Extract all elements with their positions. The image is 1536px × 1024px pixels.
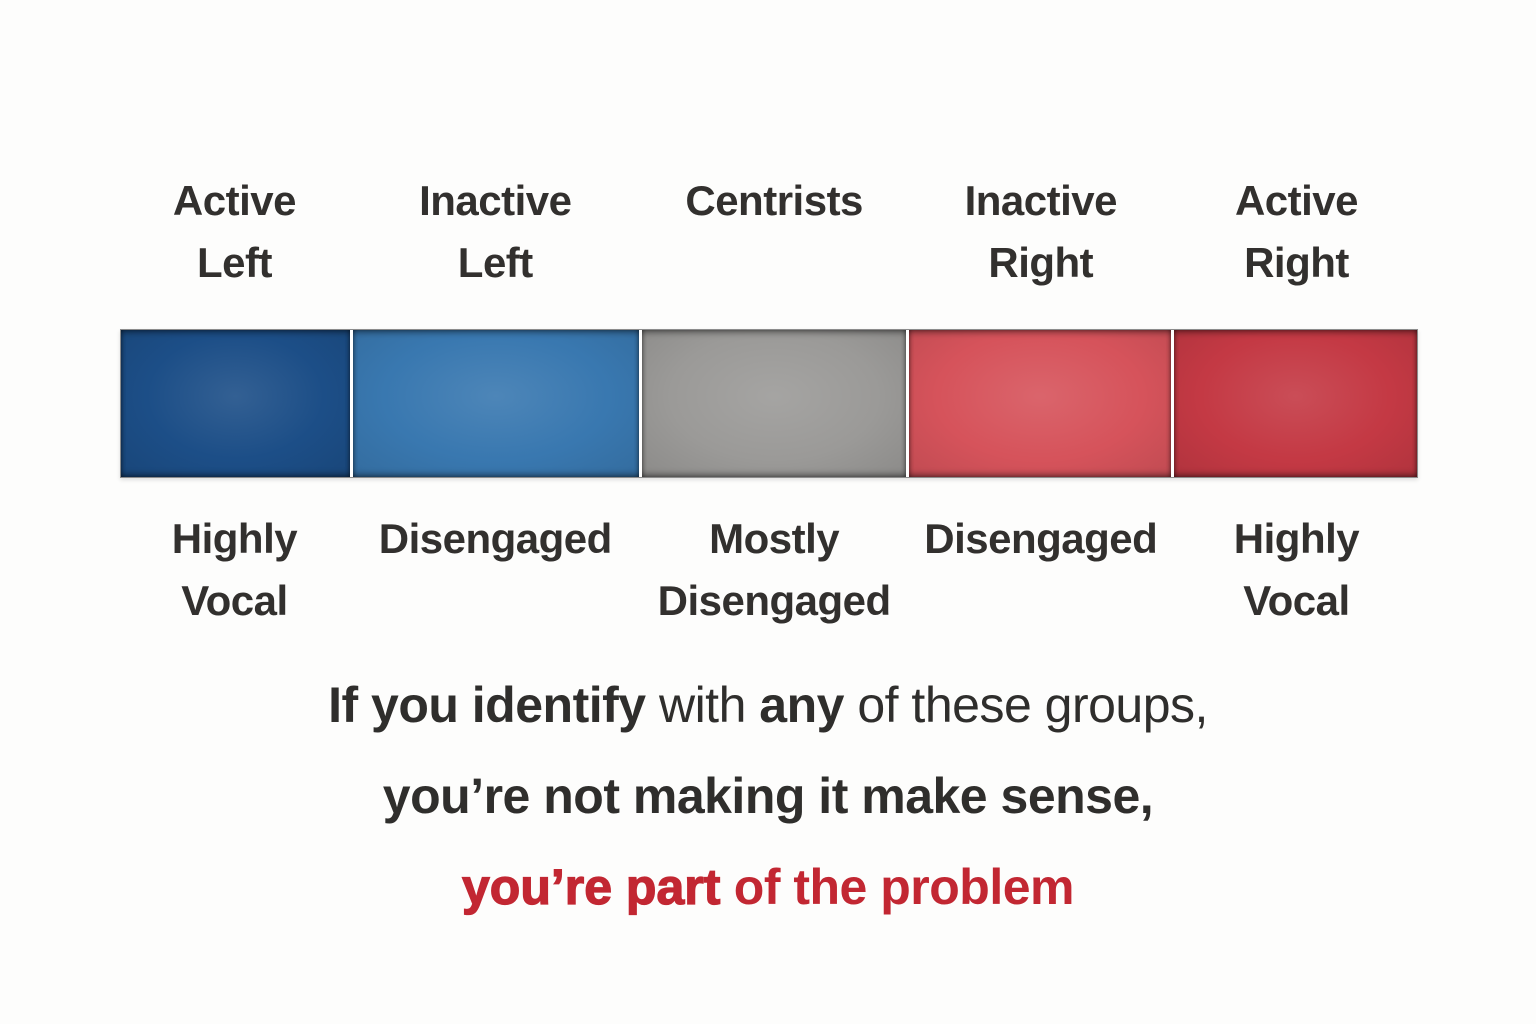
spectrum-bar [120,329,1418,478]
bottom-label-centrists: Mostly Disengaged [642,508,907,632]
statement-line1-regular1: with [645,677,760,733]
statement-line-1: If you identify with any of these groups… [0,676,1536,734]
bottom-label-line: Highly [1233,515,1360,562]
statement-block: If you identify with any of these groups… [0,676,1536,949]
statement-line3-emphasis: you’re part [461,858,721,915]
top-label-line: Right [988,239,1094,286]
segment-inactive-left [352,330,639,477]
top-label-inactive-right: Inactive Right [910,170,1172,294]
bottom-label-line: Vocal [1243,577,1350,624]
bottom-labels-row: Highly Vocal Disengaged Mostly Disengage… [120,508,1418,632]
segment-active-left [121,330,350,477]
statement-line-2: you’re not making it make sense, [382,768,1154,824]
bottom-label-inactive-right: Disengaged [910,508,1172,632]
top-label-line: Inactive [964,177,1118,224]
top-label-active-left: Active Left [120,170,349,294]
top-label-centrists: Centrists [642,170,907,294]
bottom-label-line: Disengaged [924,515,1158,562]
bottom-label-active-right: Highly Vocal [1175,508,1418,632]
bottom-label-line: Highly [171,515,298,562]
statement-line1-bold2: any [759,677,844,733]
top-label-line: Active [172,177,297,224]
bottom-label-line: Disengaged [378,515,613,562]
bottom-label-line: Vocal [181,577,288,624]
statement-line-3: you’re part of the problem [0,858,1536,916]
top-label-line: Centrists [685,177,863,224]
statement-line1-regular2: of these groups, [843,677,1208,733]
top-label-inactive-left: Inactive Left [352,170,639,294]
top-label-line: Left [457,239,533,286]
top-label-line: Active [1234,177,1359,224]
bottom-label-line: Disengaged [657,577,892,624]
statement-line3-rest: of the problem [720,859,1075,915]
segment-inactive-right [909,330,1172,477]
statement-line1-bold1: If you identify [328,677,646,733]
top-label-line: Right [1244,239,1349,286]
top-labels-row: Active Left Inactive Left Centrists Inac… [120,170,1418,294]
top-label-active-right: Active Right [1175,170,1418,294]
top-label-line: Left [196,239,272,286]
bottom-label-line: Mostly [709,515,840,562]
segment-active-right [1174,330,1417,477]
bottom-label-inactive-left: Disengaged [352,508,639,632]
bottom-label-active-left: Highly Vocal [120,508,349,632]
segment-centrists [641,330,907,477]
top-label-line: Inactive [419,177,572,224]
